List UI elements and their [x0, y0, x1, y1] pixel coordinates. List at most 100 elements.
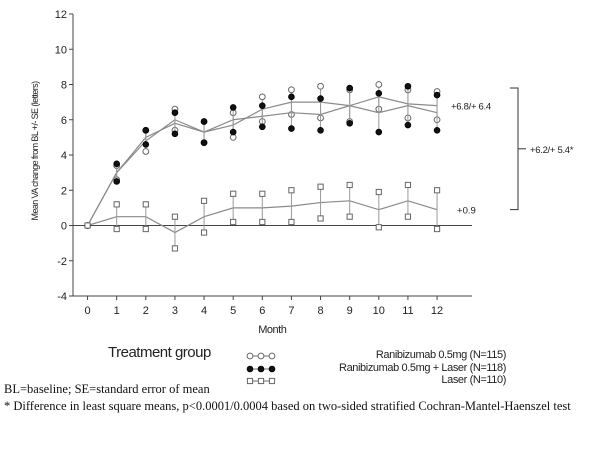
chart-plot-area: [84, 81, 441, 252]
legend-swatch-filled-circle: [246, 365, 276, 373]
legend-label: Ranibizumab 0.5mg + Laser (N=118): [339, 362, 506, 374]
x-tick-label: 6: [259, 305, 265, 317]
error-bar-cap-lower: [433, 127, 441, 134]
error-bar-cap-upper: [258, 93, 266, 101]
legend-entry-ranibizumab-laser: Ranibizumab 0.5mg + Laser (N=118): [236, 362, 506, 375]
error-bar-cap-lower: [404, 121, 412, 129]
error-bar-cap-upper: [404, 82, 412, 90]
legend-entry-ranibizumab: Ranibizumab 0.5mg (N=115): [236, 349, 506, 362]
error-bar-cap-upper: [259, 102, 266, 109]
legend-label: Laser (N=110): [441, 374, 506, 386]
error-bar-cap-lower: [142, 148, 150, 155]
error-bar-cap-upper: [375, 90, 383, 97]
x-axis-label: Month: [258, 324, 286, 336]
annotation-ranibizumab-difference: +6.8/+ 6.4: [451, 102, 491, 113]
series-3: [84, 181, 441, 252]
error-bar-cap-lower: [346, 213, 353, 220]
error-bar-cap-upper: [346, 181, 353, 189]
error-bar-cap-lower: [200, 139, 208, 146]
error-bar-cap-lower: [346, 119, 353, 127]
legend-entry-laser: Laser (N=110): [236, 374, 506, 387]
x-tick-label: 0: [84, 305, 90, 317]
error-bar-cap-upper: [346, 84, 353, 92]
error-bar-cap-lower: [375, 224, 382, 231]
error-bar-cap-lower: [171, 245, 179, 252]
error-bar-cap-lower: [288, 218, 295, 226]
series-2: [84, 82, 441, 229]
error-bar-cap-upper: [375, 188, 382, 196]
legend-swatch-marker: [246, 352, 254, 360]
y-tick-label: 6: [61, 115, 67, 127]
error-bar-cap-lower: [259, 123, 266, 131]
legend-title: Treatment group: [108, 344, 211, 361]
y-axis-label: Mean VA change from BL +/- SE (letters): [30, 81, 40, 221]
error-bar-cap-upper: [288, 86, 295, 94]
x-tick-label: 7: [288, 305, 294, 317]
error-bar-cap-upper: [433, 187, 441, 194]
y-tick-label: -2: [57, 256, 67, 268]
legend-swatch-open-circle: [246, 352, 276, 360]
x-tick-label: 5: [230, 305, 236, 317]
error-bar-cap-lower: [317, 127, 324, 134]
x-tick-label: 10: [373, 305, 385, 317]
y-tick-label: 12: [55, 9, 67, 21]
y-tick-label: 2: [61, 185, 67, 197]
error-bar-cap-upper: [171, 109, 179, 116]
x-tick-label: 2: [143, 305, 149, 317]
x-tick-label: 8: [317, 305, 323, 317]
legend-swatch-marker: [246, 377, 254, 385]
y-tick-label: 4: [61, 150, 67, 162]
x-tick-label: 3: [172, 305, 178, 317]
error-bar-cap-lower: [317, 215, 324, 222]
error-bar-cap-lower: [113, 225, 120, 233]
error-bar-cap-upper: [259, 190, 266, 197]
x-tick-label: 4: [201, 305, 207, 317]
error-bar-cap-lower: [375, 128, 383, 136]
error-bar-cap-upper: [317, 95, 324, 102]
legend-swatch-marker: [257, 365, 265, 373]
y-tick-label: 8: [61, 80, 67, 92]
legend-swatch-open-square: [246, 377, 276, 385]
y-tick-label: 10: [55, 44, 67, 56]
error-bar-cap-lower: [288, 125, 295, 132]
error-bar-cap-upper: [142, 127, 150, 134]
footnotes: BL=baseline; SE=standard error of mean *…: [4, 381, 600, 415]
error-bar-cap-upper: [230, 190, 237, 197]
error-bar-cap-upper: [229, 104, 237, 111]
legend-swatch-marker: [257, 377, 265, 385]
error-bar-cap-lower: [171, 130, 179, 138]
footnote-abbreviations: BL=baseline; SE=standard error of mean: [4, 382, 210, 396]
error-bar-cap-lower: [142, 141, 150, 148]
error-bar-cap-upper: [404, 181, 412, 189]
error-bar-cap-upper: [200, 197, 208, 204]
error-bar-cap-upper: [317, 82, 324, 90]
legend-swatch-marker: [246, 365, 254, 373]
error-bar-cap-upper: [113, 201, 120, 208]
error-bar-cap-lower: [259, 218, 266, 226]
legend-swatch-marker: [268, 352, 276, 360]
annotation-laser-change: +0.9: [457, 206, 476, 217]
legend-swatch-marker: [257, 352, 265, 360]
y-tick-label: 0: [61, 221, 67, 233]
error-bar-cap-lower: [433, 225, 441, 233]
error-bar-cap-upper: [375, 81, 383, 88]
legend-swatch-marker: [268, 377, 276, 385]
x-tick-label: 1: [114, 305, 120, 317]
data-point: [84, 222, 91, 229]
error-bar-cap-upper: [171, 213, 179, 220]
error-bar-cap-lower: [142, 225, 149, 233]
error-bar-cap-upper: [317, 183, 324, 190]
y-tick-label: -4: [57, 291, 67, 303]
legend-swatch-marker: [268, 365, 276, 373]
x-tick-label: 9: [347, 305, 353, 317]
annotation-bracket: [510, 87, 519, 211]
x-tick-label: 12: [431, 305, 443, 317]
error-bar-cap-lower: [404, 213, 412, 220]
error-bar-cap-lower: [230, 218, 237, 226]
error-bar-cap-upper: [142, 201, 149, 208]
error-bar-cap-upper: [433, 91, 441, 99]
error-bar-cap-upper: [288, 93, 295, 101]
